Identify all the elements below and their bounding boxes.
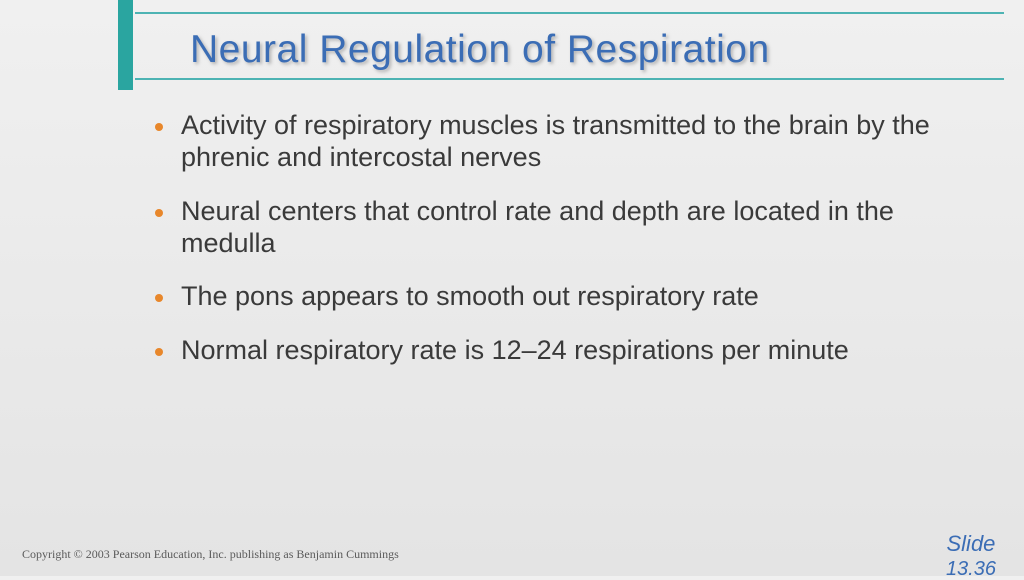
slide-number: 13.36 [946, 559, 996, 580]
bullet-icon [155, 348, 163, 356]
copyright-text: Copyright © 2003 Pearson Education, Inc.… [22, 547, 399, 562]
list-item: Normal respiratory rate is 12–24 respira… [155, 335, 954, 367]
left-accent-bar [118, 0, 133, 90]
bullet-icon [155, 123, 163, 131]
list-item: Activity of respiratory muscles is trans… [155, 110, 954, 174]
slide-word: Slide [947, 531, 996, 556]
bullet-text: Normal respiratory rate is 12–24 respira… [181, 335, 849, 367]
bullet-list: Activity of respiratory muscles is trans… [155, 110, 954, 389]
bullet-icon [155, 209, 163, 217]
list-item: Neural centers that control rate and dep… [155, 196, 954, 260]
bullet-text: Neural centers that control rate and dep… [181, 196, 954, 260]
slide-title: Neural Regulation of Respiration [190, 28, 984, 72]
bullet-icon [155, 294, 163, 302]
bullet-text: Activity of respiratory muscles is trans… [181, 110, 954, 174]
slide-number-label: Slide 13.36 [946, 532, 996, 574]
list-item: The pons appears to smooth out respirato… [155, 281, 954, 313]
top-rule [135, 12, 1004, 14]
bullet-text: The pons appears to smooth out respirato… [181, 281, 759, 313]
title-underline [135, 78, 1004, 80]
